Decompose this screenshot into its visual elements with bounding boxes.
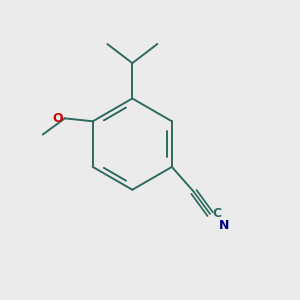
Text: O: O xyxy=(53,112,63,125)
Text: N: N xyxy=(218,219,229,232)
Text: C: C xyxy=(212,207,222,220)
